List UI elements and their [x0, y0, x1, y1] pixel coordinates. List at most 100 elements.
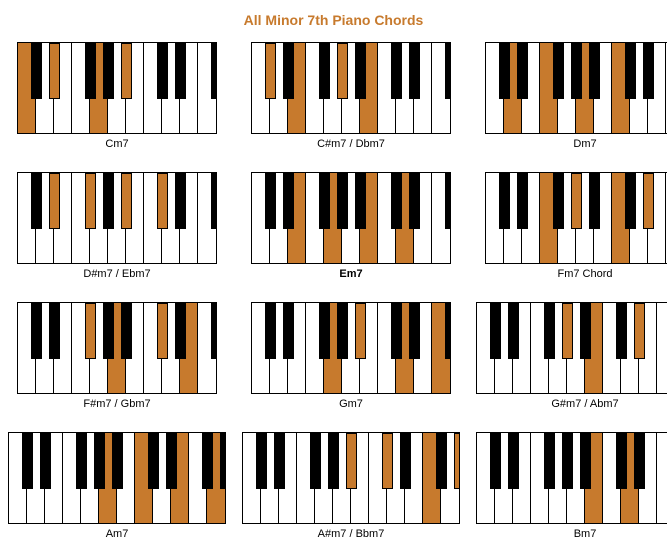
piano-keyboard [476, 432, 667, 524]
black-key [391, 43, 402, 99]
black-key [391, 303, 402, 359]
chord-grid: Cm7C#m7 / Dbm7Dm7D#m7 / Ebm7Em7Fm7 Chord… [8, 42, 659, 540]
chord-cell: Fm7 Chord [485, 172, 667, 280]
black-key [616, 303, 627, 359]
piano-keyboard [8, 432, 226, 524]
piano-keyboard [485, 42, 667, 134]
white-key [657, 433, 667, 523]
piano-keyboard [17, 172, 217, 264]
black-key [211, 43, 218, 99]
black-key [400, 433, 411, 489]
black-key [508, 433, 519, 489]
black-key [409, 173, 420, 229]
black-key [94, 433, 105, 489]
black-key [589, 43, 600, 99]
black-key [121, 173, 132, 229]
black-key [274, 433, 285, 489]
black-key [166, 433, 177, 489]
black-key [337, 43, 348, 99]
black-key [517, 173, 528, 229]
black-key [544, 303, 555, 359]
piano-keyboard [17, 42, 217, 134]
black-key [571, 43, 582, 99]
chord-label: F#m7 / Gbm7 [17, 398, 217, 410]
chord-cell: Em7 [251, 172, 451, 280]
black-key [436, 433, 447, 489]
chord-cell: Gm7 [251, 302, 451, 410]
chord-label: Am7 [8, 528, 226, 540]
black-key [346, 433, 357, 489]
black-key [121, 43, 132, 99]
black-key [265, 303, 276, 359]
black-key [319, 303, 330, 359]
chord-label: Bm7 [476, 528, 667, 540]
black-key [454, 433, 461, 489]
black-key [148, 433, 159, 489]
black-key [103, 43, 114, 99]
black-key [31, 303, 42, 359]
black-key [508, 303, 519, 359]
piano-keyboard [17, 302, 217, 394]
black-key [175, 173, 186, 229]
black-key [202, 433, 213, 489]
black-key [490, 433, 501, 489]
black-key [319, 43, 330, 99]
black-key [211, 173, 218, 229]
chord-label: C#m7 / Dbm7 [251, 138, 451, 150]
black-key [319, 173, 330, 229]
black-key [571, 173, 582, 229]
chord-cell: Dm7 [485, 42, 667, 150]
black-key [445, 173, 452, 229]
piano-keyboard [251, 302, 451, 394]
black-key [409, 303, 420, 359]
black-key [49, 303, 60, 359]
black-key [355, 43, 366, 99]
black-key [499, 173, 510, 229]
black-key [625, 173, 636, 229]
black-key [355, 173, 366, 229]
black-key [211, 303, 218, 359]
black-key [355, 303, 366, 359]
chord-label: Fm7 Chord [485, 268, 667, 280]
chord-cell: A#m7 / Bbm7 [242, 432, 460, 540]
chord-label: A#m7 / Bbm7 [242, 528, 460, 540]
black-key [85, 43, 96, 99]
black-key [265, 43, 276, 99]
black-key [220, 433, 227, 489]
chord-label: Em7 [251, 268, 451, 280]
black-key [409, 43, 420, 99]
black-key [616, 433, 627, 489]
black-key [337, 173, 348, 229]
black-key [22, 433, 33, 489]
black-key [589, 173, 600, 229]
black-key [283, 303, 294, 359]
black-key [283, 173, 294, 229]
white-key [657, 303, 667, 393]
black-key [157, 303, 168, 359]
black-key [49, 173, 60, 229]
chord-label: D#m7 / Ebm7 [17, 268, 217, 280]
chord-label: Cm7 [17, 138, 217, 150]
black-key [544, 433, 555, 489]
black-key [625, 43, 636, 99]
black-key [85, 173, 96, 229]
black-key [40, 433, 51, 489]
black-key [31, 173, 42, 229]
chord-label: Dm7 [485, 138, 667, 150]
black-key [580, 433, 591, 489]
piano-keyboard [251, 42, 451, 134]
black-key [643, 43, 654, 99]
black-key [85, 303, 96, 359]
black-key [49, 43, 60, 99]
piano-keyboard [485, 172, 667, 264]
black-key [175, 43, 186, 99]
black-key [103, 173, 114, 229]
chord-label: G#m7 / Abm7 [476, 398, 667, 410]
black-key [490, 303, 501, 359]
black-key [445, 303, 452, 359]
black-key [175, 303, 186, 359]
black-key [382, 433, 393, 489]
black-key [121, 303, 132, 359]
black-key [31, 43, 42, 99]
black-key [112, 433, 123, 489]
